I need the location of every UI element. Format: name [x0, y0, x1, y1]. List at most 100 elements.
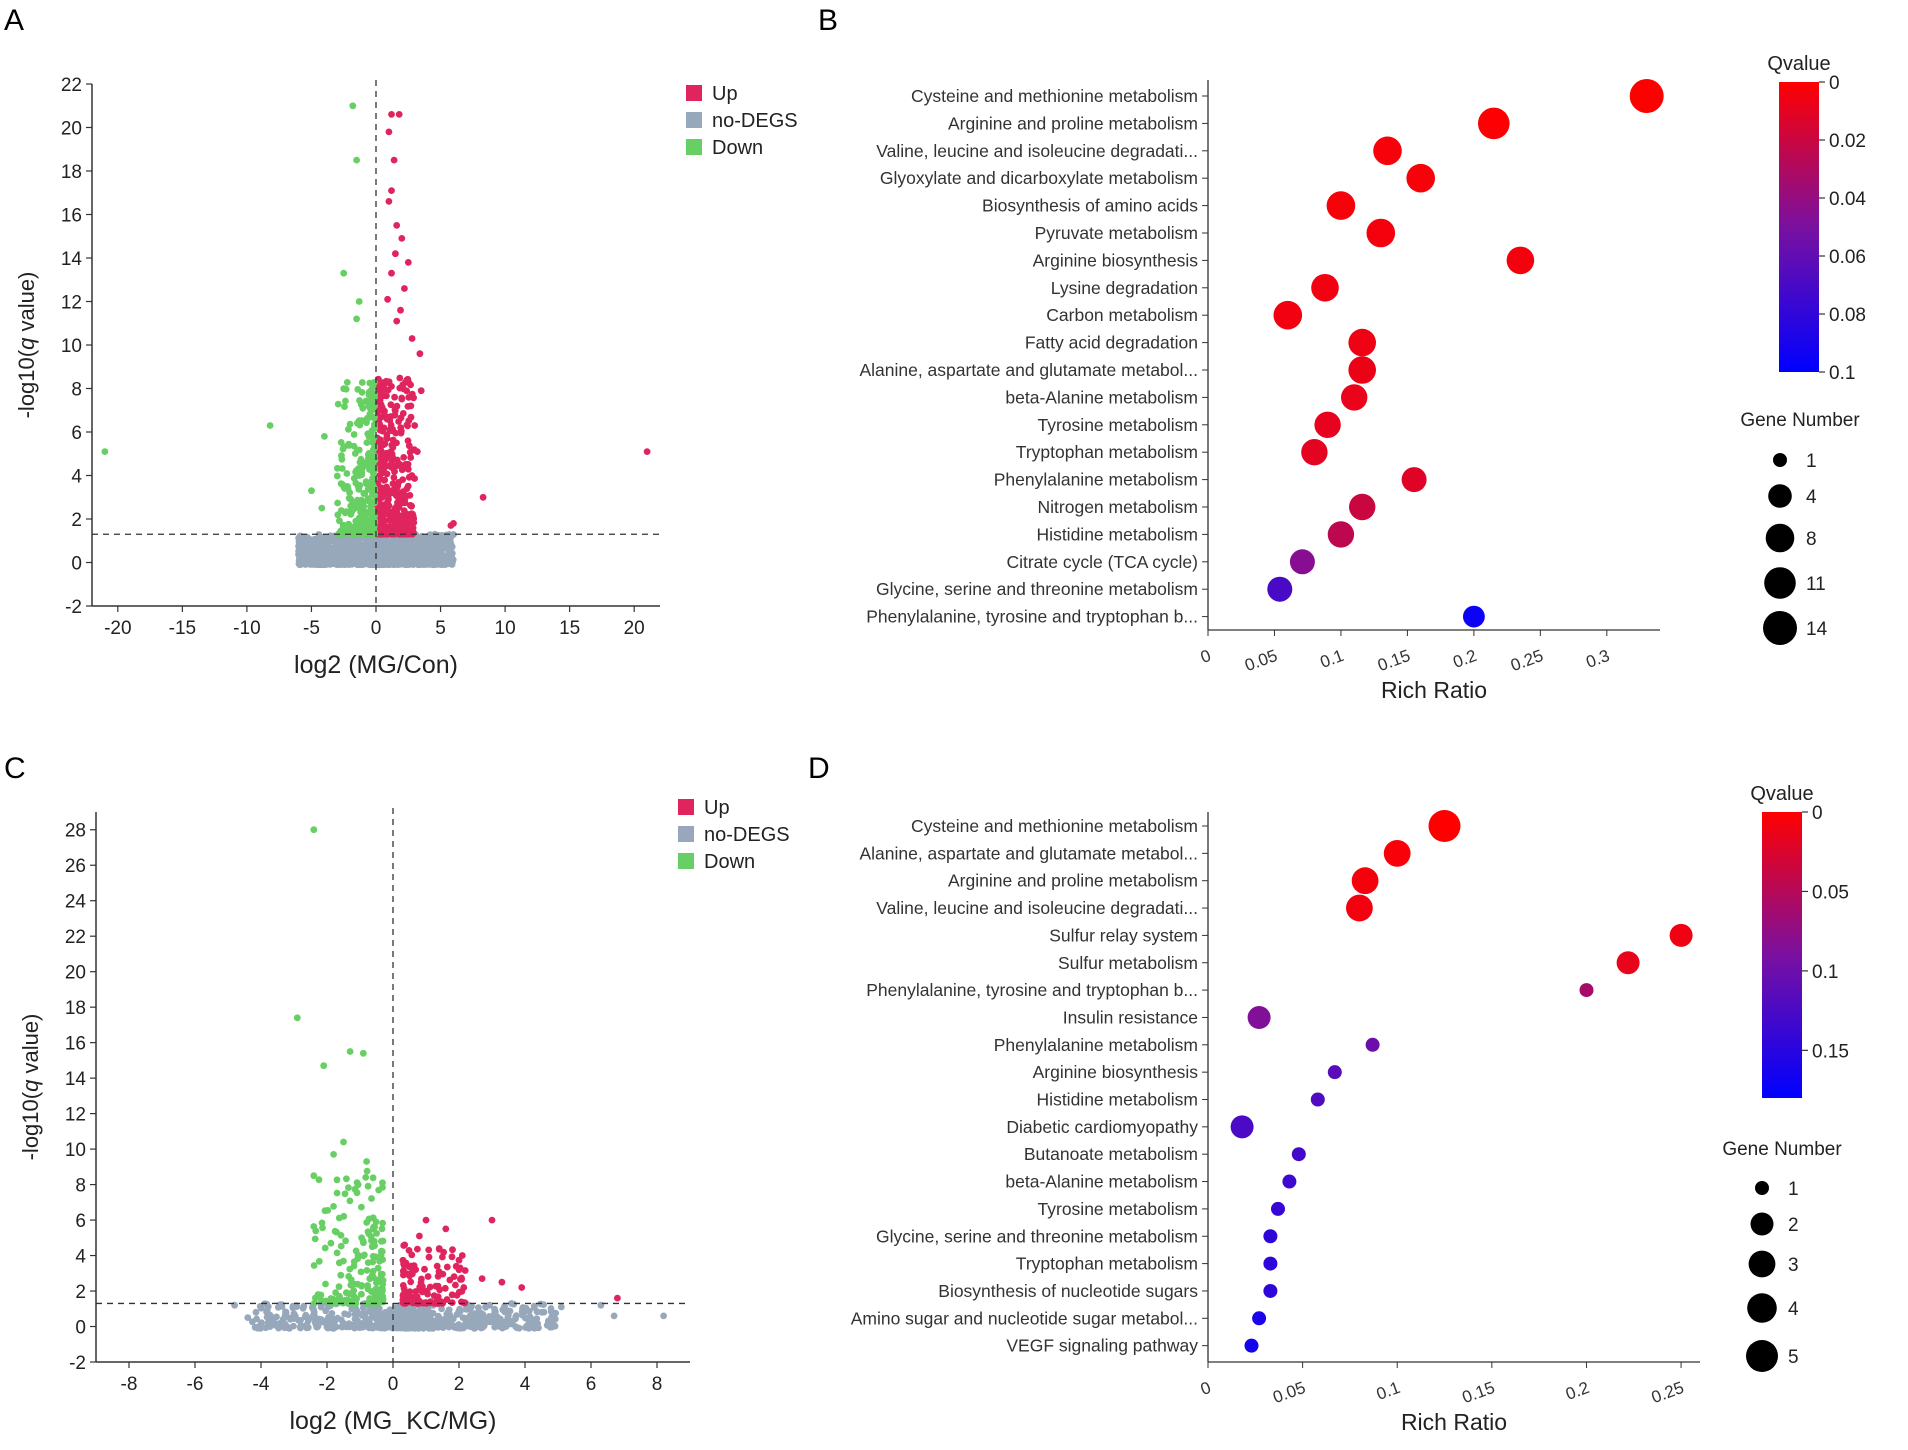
nodegs-point [244, 1314, 252, 1321]
y-tick-label: 14 [61, 249, 83, 270]
enrichment-bubble [1629, 79, 1664, 113]
up-point [458, 1252, 466, 1259]
nodegs-point [273, 1320, 281, 1328]
x-tick-label: 0.2 [1451, 646, 1480, 672]
nodegs-point [473, 1319, 481, 1327]
down-point [352, 1247, 360, 1255]
up-point [407, 402, 415, 410]
up-point [424, 1273, 432, 1280]
nodegs-point [416, 556, 423, 563]
down-point [336, 1292, 343, 1300]
pathway-label: Cysteine and methionine metabolism [911, 86, 1198, 106]
up-point [400, 1271, 408, 1278]
down-point [364, 1182, 372, 1190]
nodegs-point [471, 1324, 478, 1332]
up-point [400, 454, 408, 461]
x-tick-label: 0.15 [1375, 646, 1413, 675]
down-point [338, 465, 346, 472]
enrichment-bubble [1244, 1338, 1259, 1353]
size-legend-label: 8 [1806, 529, 1817, 550]
up-point [417, 1279, 425, 1287]
y-tick-label: 24 [65, 892, 87, 913]
nodegs-point [438, 1305, 445, 1313]
enrichment-bubble [1327, 1065, 1342, 1080]
up-point [411, 422, 419, 429]
down-point [358, 389, 366, 396]
nodegs-point [378, 561, 386, 568]
up-point [498, 1278, 506, 1286]
nodegs-point [309, 549, 317, 557]
enrichment-bubble [1311, 274, 1339, 302]
down-point [363, 439, 371, 446]
down-point [365, 1230, 373, 1238]
size-legend-label: 1 [1806, 451, 1817, 472]
enrichment-bubble [1428, 810, 1461, 842]
pathway-label: Biosynthesis of amino acids [982, 196, 1198, 216]
nodegs-point [340, 1322, 347, 1330]
nodegs-point [550, 1312, 558, 1320]
nodegs-point [491, 1309, 498, 1317]
down-point [319, 1224, 326, 1232]
up-point [398, 462, 406, 470]
down-point [334, 464, 341, 472]
up-point [377, 465, 385, 473]
enrichment-bubble [1267, 576, 1293, 602]
nodegs-point [377, 553, 385, 561]
y-tick-label: 4 [75, 1247, 86, 1268]
enrichment-bubble [1383, 839, 1411, 867]
up-point [400, 507, 408, 514]
up-point [455, 1266, 463, 1274]
down-point [360, 502, 368, 510]
legend-swatch [686, 112, 702, 128]
up-point [386, 515, 394, 523]
nodegs-point [330, 1315, 337, 1323]
up-point [396, 515, 404, 523]
up-point [488, 1216, 496, 1224]
colorbar-gradient [1762, 812, 1802, 1098]
up-point [614, 1294, 621, 1302]
down-point [372, 1218, 380, 1226]
up-point [399, 410, 407, 417]
down-point [321, 1207, 329, 1215]
nodegs-point [300, 539, 307, 547]
down-point [357, 1268, 365, 1276]
enrichment-bubble [1365, 1037, 1380, 1052]
down-point [370, 1237, 378, 1245]
down-point [345, 1184, 352, 1191]
x-tick-label: 0 [371, 618, 382, 639]
down-point [343, 1175, 350, 1183]
y-tick-label: 10 [65, 1140, 86, 1161]
x-tick-label: 8 [652, 1374, 663, 1395]
nodegs-point [299, 534, 307, 541]
down-point [339, 445, 347, 453]
nodegs-point [462, 1316, 470, 1324]
panel-letter-d: D [808, 752, 830, 785]
nodegs-point [660, 1312, 667, 1320]
up-point [388, 269, 395, 277]
down-point [327, 1239, 335, 1247]
size-legend-dot [1755, 1181, 1769, 1195]
nodegs-point [421, 557, 429, 564]
down-point [350, 442, 358, 450]
down-point [358, 1290, 365, 1298]
nodegs-point [378, 1324, 386, 1332]
x-tick-label: 6 [586, 1374, 597, 1395]
down-point [363, 1167, 371, 1175]
down-point [349, 524, 357, 532]
pathway-label: Amino sugar and nucleotide sugar metabol… [851, 1308, 1198, 1328]
enrichment-bubble [1579, 983, 1594, 998]
nodegs-point [424, 538, 432, 546]
enrichment-bubble [1366, 218, 1396, 248]
colorbar-title: Qvalue [1750, 783, 1813, 805]
up-point [396, 374, 404, 382]
up-point [412, 1288, 420, 1295]
up-point [460, 1284, 468, 1291]
down-point [310, 1172, 318, 1180]
down-point [368, 1195, 375, 1202]
up-point [386, 448, 394, 456]
enrichment-bubble [1669, 923, 1693, 947]
nodegs-point [351, 1310, 359, 1318]
nodegs-point [389, 553, 397, 561]
nodegs-point [423, 1313, 431, 1320]
